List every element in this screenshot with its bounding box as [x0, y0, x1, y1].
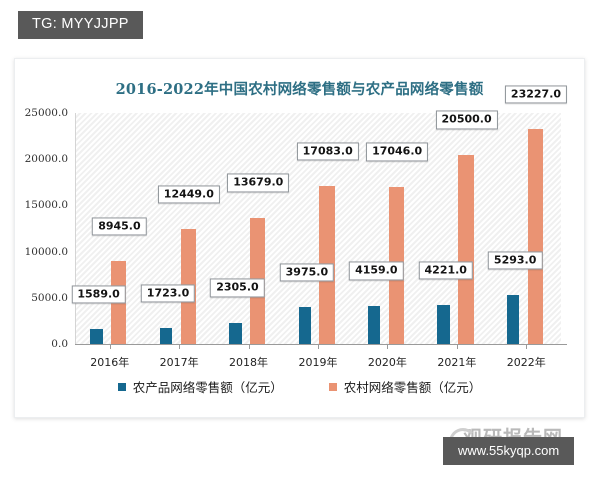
data-label-agricultural-products: 1589.0: [71, 285, 126, 304]
tg-handle-badge: TG: MYYJJPP: [18, 11, 143, 39]
legend-label: 农村网络零售额（亿元）: [343, 380, 482, 395]
bar-agricultural-products: [90, 329, 103, 344]
site-url-badge: www.55kyqp.com: [443, 437, 575, 465]
x-axis-tick-mark: [387, 344, 389, 349]
x-axis-tick-mark: [317, 344, 319, 349]
data-label-agricultural-products: 5293.0: [487, 251, 543, 270]
legend-swatch-icon: [117, 382, 126, 391]
category-group: 2021年 4221.0 20500.0: [418, 110, 498, 369]
data-label-rural-retail: 8945.0: [92, 217, 147, 236]
category-group: 2017年 1723.0 12449.0: [140, 113, 220, 369]
y-axis-tick-label: 20000.0: [24, 153, 68, 166]
bar-agricultural-products: [229, 322, 242, 344]
bar-agricultural-products: [367, 305, 381, 344]
y-axis-tick-label: 0.0: [51, 338, 68, 350]
x-axis-tick-mark: [248, 344, 250, 349]
data-label-rural-retail: 17083.0: [296, 142, 359, 161]
category-group: 2020年 4159.0 17046.0: [349, 113, 429, 369]
data-label-agricultural-products: 1723.0: [140, 284, 196, 303]
chart-title: 2016-2022年中国农村网络零售额与农产品网络零售额: [115, 81, 484, 98]
legend-swatch-icon: [328, 382, 337, 391]
x-axis-tick-label: 2016年: [90, 356, 130, 369]
x-axis-tick-label: 2017年: [159, 356, 199, 369]
legend-label: 农产品网络零售额（亿元）: [132, 380, 283, 395]
data-label-agricultural-products: 3975.0: [279, 263, 335, 282]
x-axis-tick-label: 2019年: [298, 356, 338, 369]
category-group: 2019年 3975.0 17083.0: [279, 113, 359, 369]
y-axis-tick-label: 25000.0: [24, 107, 68, 119]
data-label-agricultural-products: 4221.0: [418, 260, 473, 280]
bar-rural-retail: [527, 129, 543, 344]
data-label-rural-retail: 12449.0: [157, 184, 220, 204]
x-axis-tick-mark: [109, 344, 111, 349]
category-group: 2016年 1589.0 8945.0: [71, 113, 147, 369]
data-label-rural-retail: 20500.0: [435, 110, 498, 130]
legend-item[interactable]: 农村网络零售额（亿元）: [328, 377, 482, 396]
x-axis-tick-label: 2018年: [229, 356, 269, 369]
bar-agricultural-products: [437, 305, 450, 344]
category-group: 2022年 5293.0 23227.0: [487, 85, 568, 369]
x-axis-tick-mark: [179, 344, 181, 349]
data-label-rural-retail: 17046.0: [366, 142, 429, 162]
chart-legend: 农产品网络零售额（亿元） 农村网络零售额（亿元）: [15, 377, 584, 396]
data-label-rural-retail: 13679.0: [227, 173, 290, 193]
x-axis-tick-label: 2021年: [437, 356, 477, 369]
category-group: 2018年 2305.0 13679.0: [210, 113, 290, 369]
data-label-agricultural-products: 2305.0: [210, 278, 265, 298]
legend-item[interactable]: 农产品网络零售额（亿元）: [117, 377, 283, 396]
x-axis-tick-mark: [526, 344, 528, 349]
x-axis-line: [75, 344, 567, 345]
bar-agricultural-products: [159, 328, 173, 344]
chart-card: 2016-2022年中国农村网络零售额与农产品网络零售额 0.0 5000.0 10…: [14, 58, 585, 462]
y-axis-tick-label: 15000.0: [24, 199, 68, 212]
plot-wrapper: 0.0 5000.0 10000.0 15000.0 20000.0 25000.0 20…: [25, 85, 568, 369]
y-axis-tick-label: 5000.0: [31, 291, 68, 304]
y-axis-tick-label: 10000.0: [24, 245, 68, 258]
bar-agricultural-products: [298, 307, 312, 344]
bar-agricultural-products: [506, 295, 520, 344]
data-label-rural-retail: 23227.0: [504, 85, 568, 104]
data-label-agricultural-products: 4159.0: [349, 261, 404, 281]
x-axis-tick-mark: [456, 344, 458, 349]
x-axis-tick-label: 2022年: [506, 356, 546, 369]
bar-rural-retail: [458, 154, 474, 344]
x-axis-tick-label: 2020年: [367, 356, 407, 369]
